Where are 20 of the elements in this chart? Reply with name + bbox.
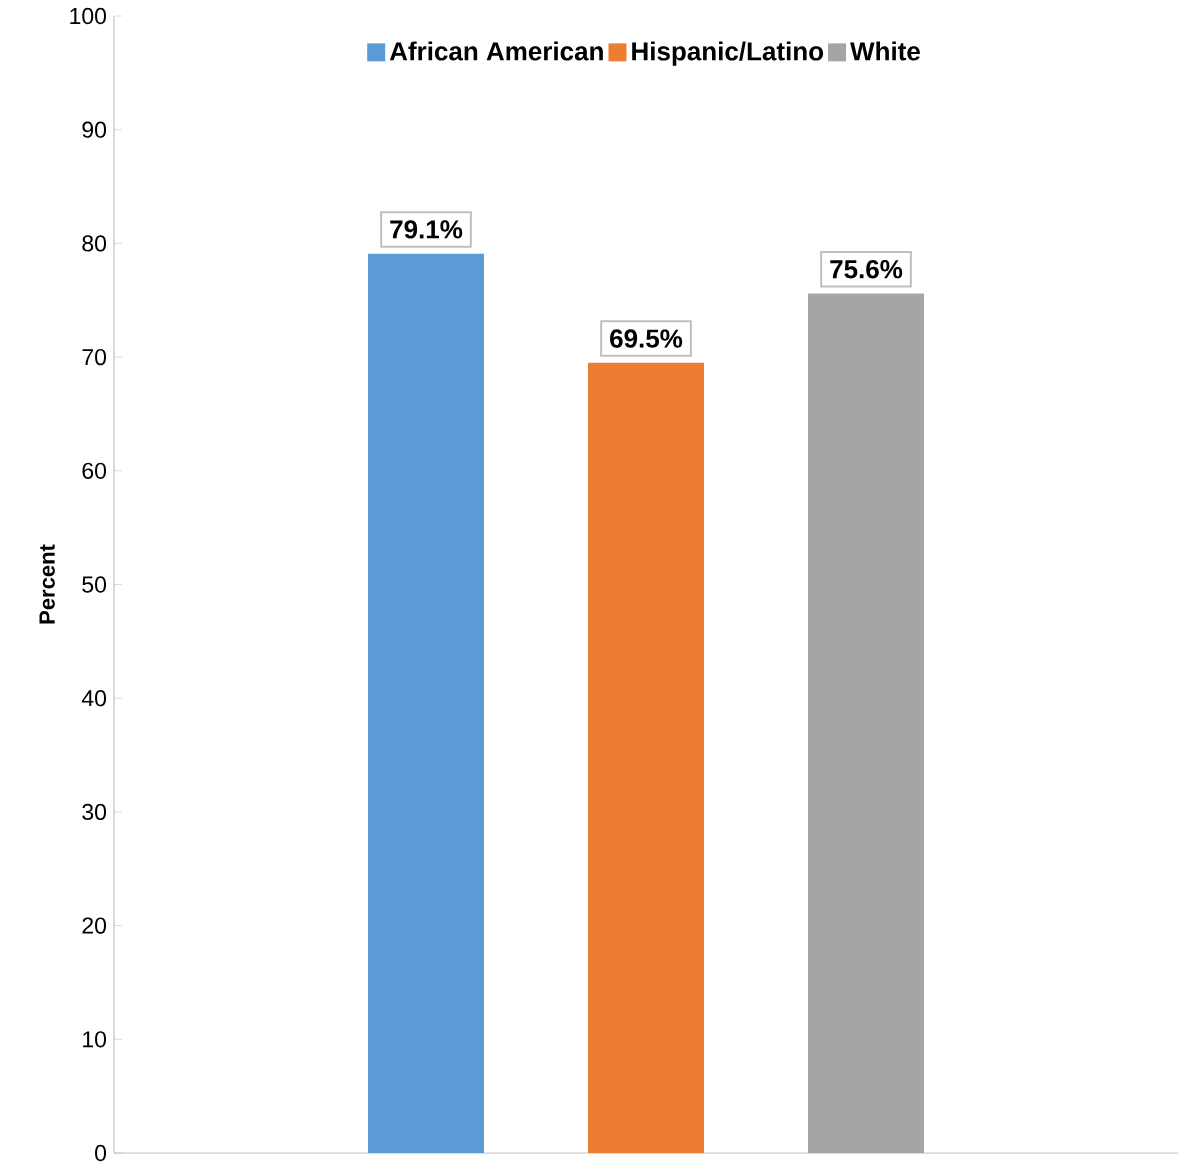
- y-tick-label: 30: [82, 803, 107, 821]
- y-tick-label: 90: [82, 121, 107, 138]
- data-label: 75.6%: [830, 260, 903, 279]
- legend-label: Hispanic/Latino: [632, 41, 824, 66]
- y-tick-label: 80: [82, 235, 107, 252]
- bar: [368, 253, 484, 1153]
- y-tick-label: 60: [82, 462, 107, 479]
- y-tick-label: 20: [82, 917, 107, 934]
- y-tick-label: 50: [82, 576, 107, 593]
- legend-label: White: [850, 41, 920, 61]
- data-label: 69.5%: [610, 329, 683, 348]
- y-tick-label: 70: [82, 348, 107, 366]
- y-tick-label: 40: [81, 690, 107, 707]
- legend-label: African American: [389, 41, 603, 61]
- bar: [588, 362, 704, 1153]
- y-tick-label: 100: [70, 7, 107, 25]
- y-axis-title: Percent: [39, 544, 55, 624]
- y-tick-label: 10: [83, 1031, 107, 1048]
- y-tick-label: 0: [95, 1144, 107, 1162]
- data-label: 79.1%: [390, 220, 463, 239]
